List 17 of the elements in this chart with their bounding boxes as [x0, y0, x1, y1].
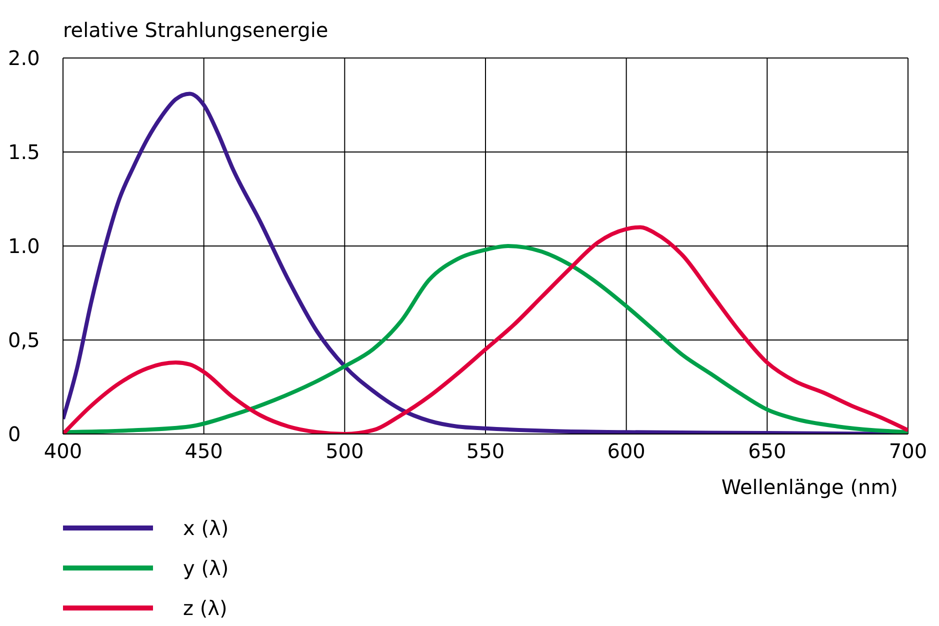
x-tick-label: 650: [748, 439, 786, 464]
y-axis-title: relative Strahlungsenergie: [62, 17, 330, 44]
x-axis-title: Wellenlänge (nm): [721, 475, 898, 499]
x-tick-label: 500: [326, 439, 364, 464]
legend-label: x (λ): [183, 516, 229, 540]
legend-label: y (λ): [183, 556, 229, 580]
y-tick-label: 1.0: [8, 234, 40, 258]
y-tick-label: 1.5: [8, 140, 40, 164]
y-tick-label: 0,5: [8, 328, 40, 352]
x-tick-label: 700: [888, 439, 928, 464]
x-tick-label: 400: [44, 439, 82, 464]
x-tick-label: 550: [466, 439, 505, 464]
y-tick-label: 2.0: [8, 46, 40, 70]
legend-label: z (λ): [183, 596, 228, 620]
x-tick-label: 450: [184, 439, 223, 464]
x-tick-label: 600: [607, 439, 646, 464]
y-tick-label: 0: [8, 422, 21, 446]
